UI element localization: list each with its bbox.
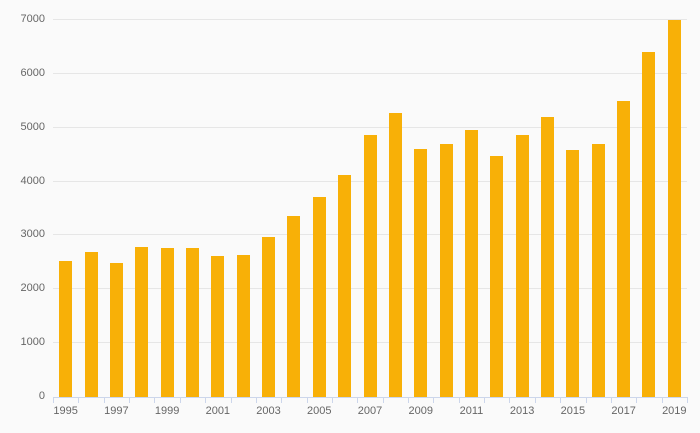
- x-axis-tick: [179, 398, 181, 403]
- y-axis-label-4000: 4000: [20, 174, 45, 187]
- x-axis-tick: [458, 398, 460, 403]
- x-axis-tick: [78, 398, 80, 403]
- x-axis-label-2001: 2001: [205, 405, 231, 417]
- bar-2000[interactable]: [185, 248, 199, 397]
- y-axis-label-2000: 2000: [20, 282, 45, 295]
- x-axis-label-1999: 1999: [154, 405, 180, 417]
- x-axis-tick: [357, 398, 359, 403]
- x-axis-tick: [636, 398, 638, 403]
- x-axis-label-2011: 2011: [459, 405, 484, 417]
- bar-2009[interactable]: [414, 149, 428, 397]
- plot-area: [53, 19, 687, 397]
- x-axis-label-2019: 2019: [662, 405, 687, 417]
- y-axis-label-0: 0: [38, 390, 45, 402]
- bar-2004[interactable]: [287, 216, 301, 397]
- x-axis-tick: [230, 398, 232, 403]
- bar-2010[interactable]: [439, 144, 453, 397]
- y-axis-label-7000: 7000: [20, 13, 45, 25]
- bar-1995[interactable]: [59, 261, 73, 397]
- bar-2014[interactable]: [541, 117, 555, 397]
- bar-2015[interactable]: [566, 150, 580, 397]
- x-axis-tick: [205, 398, 207, 403]
- bar-2019[interactable]: [667, 20, 681, 397]
- y-axis-label-1000: 1000: [20, 336, 45, 349]
- x-axis-label-2009: 2009: [408, 405, 433, 417]
- bar-1998[interactable]: [135, 247, 149, 397]
- bar-2011[interactable]: [464, 130, 478, 397]
- bar-2016[interactable]: [591, 144, 605, 397]
- bar-2008[interactable]: [388, 113, 402, 397]
- x-axis-label-1997: 1997: [104, 405, 129, 417]
- x-axis-tick: [687, 398, 688, 403]
- gridline-5000: [53, 126, 687, 128]
- x-axis-tick: [560, 398, 562, 403]
- bar-2013[interactable]: [515, 135, 529, 397]
- x-axis-label-2007: 2007: [357, 405, 383, 417]
- x-axis-tick: [306, 398, 308, 403]
- x-axis-tick: [53, 398, 54, 403]
- x-axis-tick: [129, 398, 131, 403]
- x-axis-tick: [610, 398, 612, 403]
- x-axis-label-2003: 2003: [256, 405, 281, 417]
- y-axis-label-6000: 6000: [20, 66, 45, 79]
- bar-2018[interactable]: [642, 52, 656, 397]
- x-axis-tick: [661, 398, 663, 403]
- x-axis-label-1995: 1995: [53, 405, 78, 417]
- y-axis-label-3000: 3000: [20, 228, 45, 241]
- bar-1997[interactable]: [109, 263, 123, 397]
- y-axis-label-5000: 5000: [20, 120, 45, 133]
- bar-2002[interactable]: [236, 255, 250, 397]
- bar-2003[interactable]: [262, 237, 276, 397]
- x-axis-tick: [382, 398, 384, 403]
- bar-2006[interactable]: [338, 175, 352, 397]
- x-axis-tick: [585, 398, 587, 403]
- x-axis-label-2015: 2015: [560, 405, 586, 417]
- x-axis-tick: [484, 398, 486, 403]
- bar-2007[interactable]: [363, 135, 377, 397]
- x-axis-label-2005: 2005: [307, 405, 332, 417]
- x-axis-line: [53, 397, 688, 398]
- x-axis-tick: [331, 398, 333, 403]
- x-axis-tick: [509, 398, 511, 403]
- x-axis-tick: [103, 398, 105, 403]
- gridline-7000: [53, 19, 687, 20]
- x-axis-tick: [281, 398, 283, 403]
- bar-1996[interactable]: [84, 252, 98, 397]
- gridline-6000: [53, 72, 687, 74]
- x-axis-label-2017: 2017: [611, 405, 636, 417]
- bar-1999[interactable]: [160, 248, 174, 397]
- bar-2005[interactable]: [312, 197, 326, 397]
- bar-2017[interactable]: [617, 101, 631, 397]
- x-axis-tick: [534, 398, 536, 403]
- bar-2001[interactable]: [211, 256, 225, 397]
- bar-2012[interactable]: [490, 156, 504, 397]
- x-axis-label-2013: 2013: [509, 405, 535, 417]
- x-axis-tick: [408, 398, 410, 403]
- x-axis-tick: [154, 398, 156, 403]
- x-axis-tick: [433, 398, 435, 403]
- x-axis-tick: [255, 398, 257, 403]
